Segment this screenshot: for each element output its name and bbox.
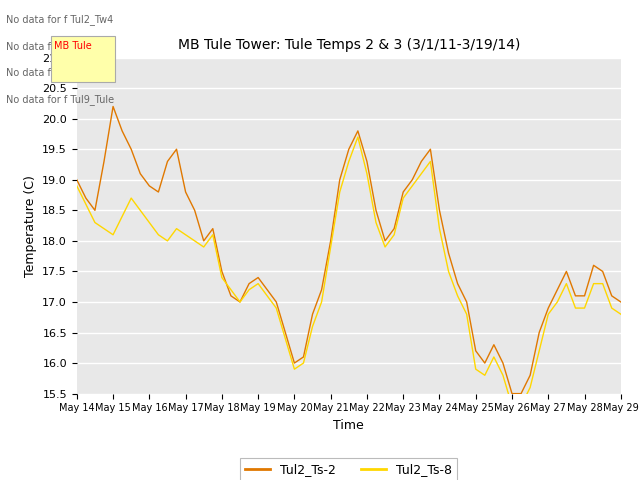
Legend: Tul2_Ts-2, Tul2_Ts-8: Tul2_Ts-2, Tul2_Ts-8 [241, 458, 457, 480]
Text: No data for f Tul9_Tule: No data for f Tul9_Tule [6, 94, 115, 105]
Text: No data for f Tul2_Tw4: No data for f Tul2_Tw4 [6, 14, 114, 25]
Text: No data for f Tul3_Tw4: No data for f Tul3_Tw4 [6, 41, 113, 52]
Title: MB Tule Tower: Tule Temps 2 & 3 (3/1/11-3/19/14): MB Tule Tower: Tule Temps 2 & 3 (3/1/11-… [178, 38, 520, 52]
Text: No data for f Tul3_Ts2: No data for f Tul3_Ts2 [6, 67, 111, 78]
Y-axis label: Temperature (C): Temperature (C) [24, 175, 36, 276]
X-axis label: Time: Time [333, 419, 364, 432]
Text: MB Tule: MB Tule [54, 41, 92, 51]
